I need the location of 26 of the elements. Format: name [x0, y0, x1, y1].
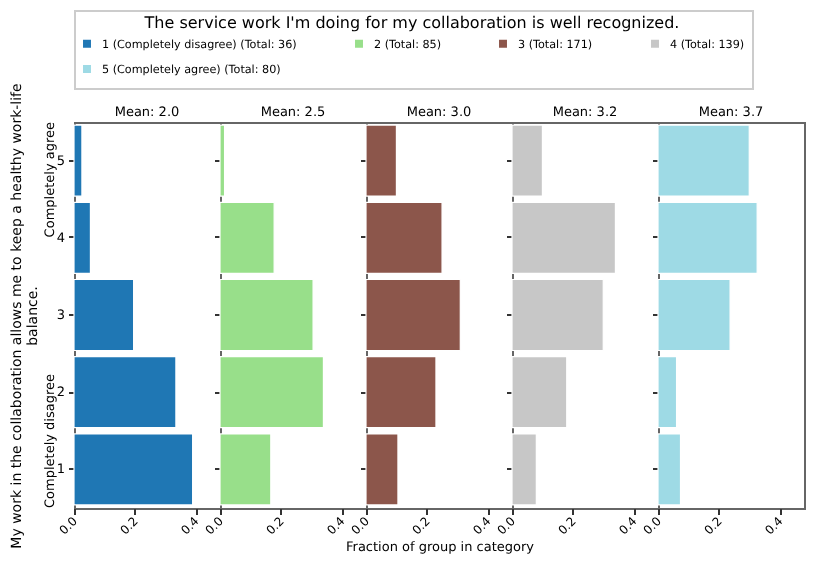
bar [511, 201, 617, 274]
legend-title: The service work I'm doing for my collaboration is well recognized. [142, 14, 680, 32]
bar [73, 124, 83, 197]
bar [219, 356, 325, 429]
bar [365, 124, 398, 197]
bar [657, 201, 758, 274]
bar [511, 356, 568, 429]
bar [219, 278, 314, 352]
bar [73, 433, 194, 506]
bar [657, 356, 678, 429]
bar [365, 356, 437, 429]
bar [511, 433, 537, 506]
bar [657, 278, 731, 352]
bar [219, 433, 272, 506]
bar [511, 278, 604, 352]
bar [73, 356, 177, 429]
bar [73, 278, 135, 352]
bar [365, 201, 443, 274]
bar [657, 433, 682, 506]
bar [365, 433, 399, 506]
bar [657, 124, 750, 197]
bar [365, 278, 461, 352]
bar [73, 201, 92, 274]
bar [219, 201, 275, 274]
bar [511, 124, 544, 197]
bar [219, 124, 226, 197]
